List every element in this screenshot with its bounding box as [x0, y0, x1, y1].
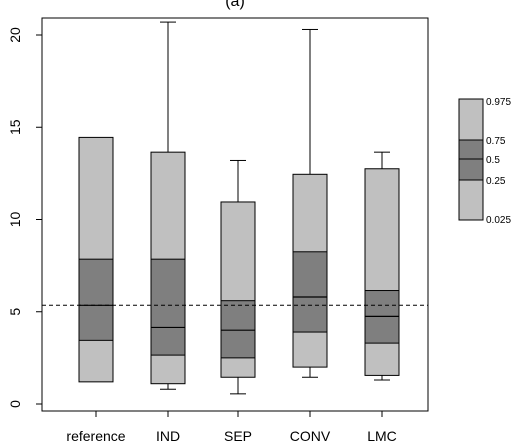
- x-axis: reference IND SEP CONV LMC: [66, 411, 397, 444]
- chart-title: (a): [225, 0, 245, 10]
- legend-label: 0.025: [486, 215, 511, 226]
- outer-quantile-band: [364, 168, 400, 376]
- legend-label: 0.5: [486, 155, 500, 166]
- inner-quantile-band: [150, 258, 186, 356]
- x-tick-label: LMC: [367, 428, 397, 444]
- inner-quantile-band: [220, 300, 256, 359]
- y-tick-label: 0: [7, 400, 23, 408]
- box-LMC: [364, 151, 400, 381]
- legend-label: 0.75: [486, 136, 506, 147]
- quantile-legend: 0.975 0.75 0.5 0.25 0.025: [458, 97, 511, 226]
- legend-inner-band: [458, 139, 484, 181]
- box-IND: [150, 21, 186, 390]
- x-tick-label: IND: [156, 428, 180, 444]
- legend-label: 0.25: [486, 176, 506, 187]
- inner-quantile-band: [78, 258, 114, 341]
- box-SEP: [220, 159, 256, 395]
- x-tick-label: CONV: [290, 428, 331, 444]
- y-tick-label: 15: [7, 119, 23, 135]
- x-tick-label: reference: [66, 428, 125, 444]
- y-tick-label: 5: [7, 308, 23, 316]
- legend-label: 0.975: [486, 97, 511, 108]
- y-tick-label: 20: [7, 27, 23, 43]
- plot-area: [41, 17, 429, 412]
- x-tick-label: SEP: [224, 428, 252, 444]
- box-CONV: [292, 28, 328, 378]
- inner-quantile-band: [292, 251, 328, 333]
- box-reference: [78, 136, 114, 383]
- plot-frame: [41, 17, 429, 412]
- y-axis: 0 5 10 15 20: [7, 27, 42, 408]
- y-tick-label: 10: [7, 212, 23, 228]
